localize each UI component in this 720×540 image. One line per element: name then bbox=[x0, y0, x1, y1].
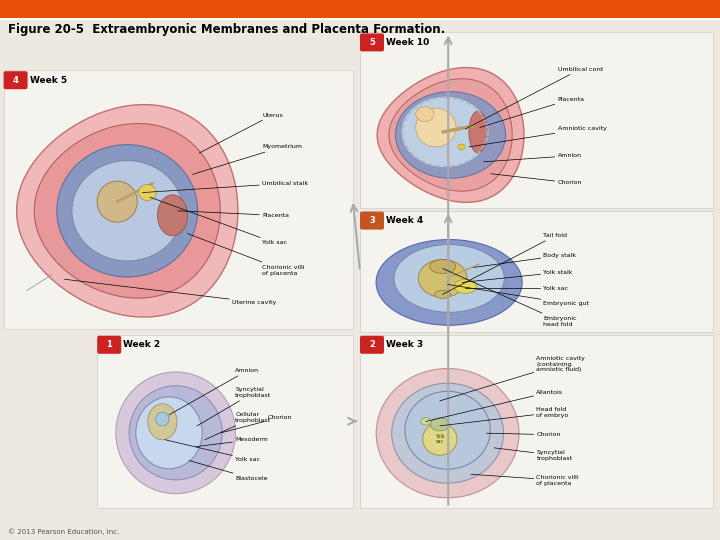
Text: Figure 20-5  Extraembryonic Membranes and Placenta Formation.: Figure 20-5 Extraembryonic Membranes and… bbox=[8, 24, 445, 37]
Text: Embryonic gut: Embryonic gut bbox=[448, 285, 590, 306]
Text: Chorion: Chorion bbox=[491, 174, 582, 185]
Ellipse shape bbox=[454, 279, 477, 293]
Ellipse shape bbox=[377, 369, 519, 498]
Text: Umbilical cord: Umbilical cord bbox=[465, 67, 603, 129]
Text: Yolk sac: Yolk sac bbox=[150, 197, 287, 245]
Text: Chorionic villi
of placenta: Chorionic villi of placenta bbox=[471, 474, 579, 485]
Text: Week 10: Week 10 bbox=[386, 38, 429, 47]
Text: 4: 4 bbox=[13, 76, 19, 85]
Bar bbox=[360, 211, 713, 332]
Text: Amnion: Amnion bbox=[169, 368, 259, 415]
Text: 2: 2 bbox=[369, 340, 375, 349]
Text: Yolk
sac: Yolk sac bbox=[435, 434, 445, 444]
Text: Syncytial
trophoblast: Syncytial trophoblast bbox=[197, 387, 271, 426]
Ellipse shape bbox=[415, 106, 434, 122]
FancyBboxPatch shape bbox=[360, 212, 384, 230]
Text: Embryonic
head fold: Embryonic head fold bbox=[443, 268, 577, 327]
Text: Week 3: Week 3 bbox=[386, 340, 423, 349]
Text: Week 5: Week 5 bbox=[30, 76, 67, 85]
FancyBboxPatch shape bbox=[360, 33, 384, 51]
Text: 5: 5 bbox=[369, 38, 375, 47]
Text: Chorion: Chorion bbox=[221, 415, 292, 433]
Text: Syncytial
trophoblast: Syncytial trophoblast bbox=[494, 448, 572, 461]
Ellipse shape bbox=[458, 144, 465, 150]
Bar bbox=[97, 335, 353, 508]
Bar bbox=[360, 335, 713, 508]
Bar bbox=[360, 32, 713, 208]
Ellipse shape bbox=[72, 160, 183, 261]
Ellipse shape bbox=[136, 397, 202, 469]
Ellipse shape bbox=[469, 111, 487, 153]
Ellipse shape bbox=[57, 145, 198, 277]
Text: Yolk sac: Yolk sac bbox=[465, 286, 569, 291]
Ellipse shape bbox=[148, 404, 177, 440]
Text: 3: 3 bbox=[369, 216, 375, 225]
Text: Yolk stalk: Yolk stalk bbox=[462, 270, 573, 282]
Ellipse shape bbox=[97, 181, 138, 222]
Text: Week 2: Week 2 bbox=[123, 340, 161, 349]
Ellipse shape bbox=[431, 418, 449, 431]
Text: Blastocele: Blastocele bbox=[189, 461, 268, 481]
Ellipse shape bbox=[394, 245, 504, 312]
Ellipse shape bbox=[138, 185, 156, 200]
Text: Amniotic cavity
(containing
amniotic fluid): Amniotic cavity (containing amniotic flu… bbox=[440, 356, 585, 401]
Text: Mesoderm: Mesoderm bbox=[196, 437, 268, 447]
Ellipse shape bbox=[401, 96, 489, 168]
Text: Chorion: Chorion bbox=[487, 432, 561, 437]
Polygon shape bbox=[377, 68, 524, 202]
Text: Placenta: Placenta bbox=[178, 211, 289, 218]
Ellipse shape bbox=[423, 423, 457, 455]
Polygon shape bbox=[389, 79, 512, 191]
Ellipse shape bbox=[405, 392, 490, 469]
Ellipse shape bbox=[420, 418, 431, 425]
Text: Allantois: Allantois bbox=[426, 389, 563, 421]
Text: Tail fold: Tail fold bbox=[443, 233, 567, 294]
Text: Umbilical stalk: Umbilical stalk bbox=[143, 181, 308, 193]
Ellipse shape bbox=[430, 260, 456, 273]
Ellipse shape bbox=[156, 412, 169, 426]
Ellipse shape bbox=[392, 383, 503, 483]
Text: © 2013 Pearson Education, Inc.: © 2013 Pearson Education, Inc. bbox=[8, 529, 120, 535]
Bar bbox=[0, 0, 720, 18]
Text: Placenta: Placenta bbox=[480, 97, 585, 127]
Ellipse shape bbox=[418, 260, 467, 298]
Ellipse shape bbox=[435, 291, 451, 298]
Bar bbox=[0, 18, 720, 20]
FancyBboxPatch shape bbox=[97, 336, 121, 354]
Text: Body stalk: Body stalk bbox=[474, 253, 577, 267]
FancyBboxPatch shape bbox=[360, 336, 384, 354]
Text: Uterine cavity: Uterine cavity bbox=[64, 279, 276, 305]
Text: Chorionic villi
of placenta: Chorionic villi of placenta bbox=[188, 234, 305, 275]
Text: Cellular
trophoblast: Cellular trophoblast bbox=[205, 412, 271, 440]
Ellipse shape bbox=[376, 240, 522, 325]
Text: Yolk sac: Yolk sac bbox=[165, 440, 260, 462]
Text: Head fold
of embryo: Head fold of embryo bbox=[440, 407, 569, 426]
Text: Week 4: Week 4 bbox=[386, 216, 423, 225]
Polygon shape bbox=[35, 124, 220, 298]
Text: Myometrium: Myometrium bbox=[192, 144, 302, 174]
Polygon shape bbox=[17, 105, 238, 317]
Text: 1: 1 bbox=[107, 340, 112, 349]
Ellipse shape bbox=[158, 195, 188, 236]
Text: Amnion: Amnion bbox=[484, 153, 582, 162]
Bar bbox=[4, 70, 353, 329]
FancyBboxPatch shape bbox=[4, 71, 27, 89]
Ellipse shape bbox=[129, 386, 222, 480]
Text: Uterus: Uterus bbox=[199, 112, 283, 153]
Text: Amniotic cavity: Amniotic cavity bbox=[469, 126, 606, 147]
Ellipse shape bbox=[395, 92, 505, 178]
Ellipse shape bbox=[415, 108, 456, 147]
Ellipse shape bbox=[116, 372, 235, 494]
